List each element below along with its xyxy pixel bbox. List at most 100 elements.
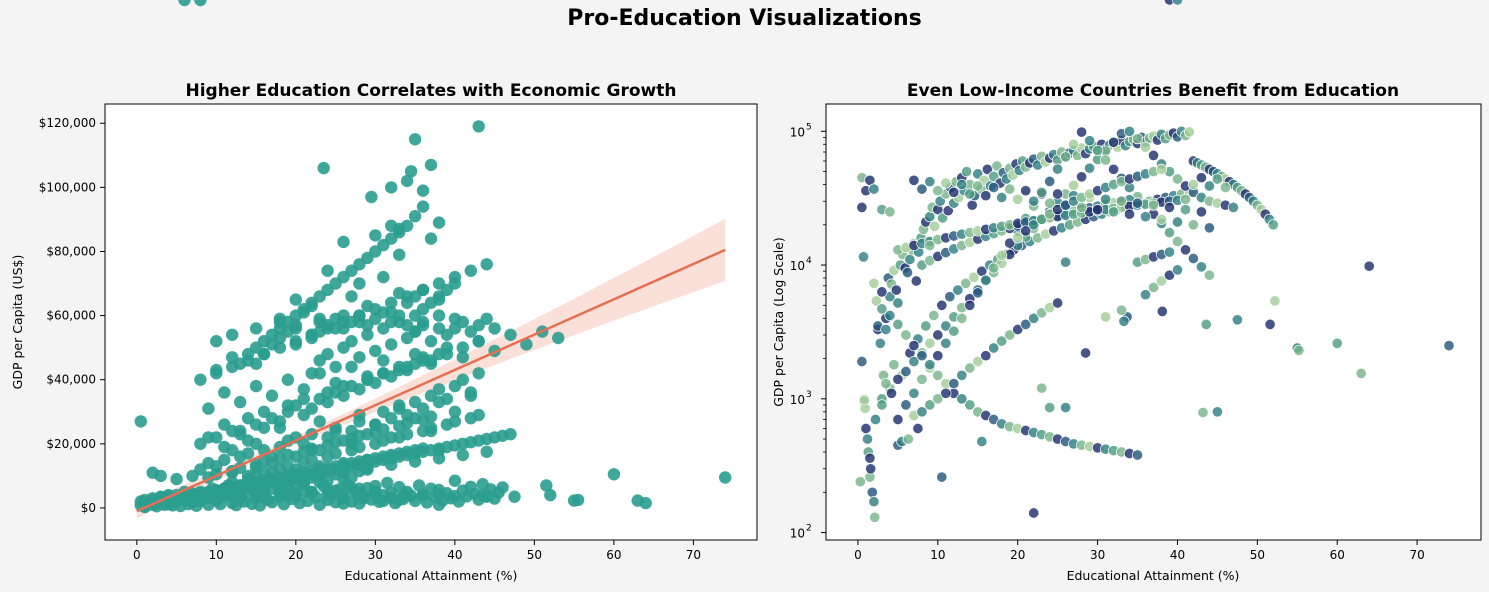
scatter-point	[361, 299, 374, 313]
scatter-point	[377, 354, 390, 367]
scatter-point	[353, 440, 366, 454]
scatter-point	[317, 161, 330, 175]
scatter-point	[476, 488, 489, 502]
scatter-point	[400, 428, 414, 441]
scatter-point	[448, 405, 462, 418]
scatter-point	[932, 350, 944, 362]
scatter-point	[924, 239, 936, 252]
scatter-point	[860, 422, 872, 435]
scatter-point	[1355, 367, 1367, 379]
scatter-point	[972, 355, 984, 368]
left-x-tick-label: 70	[686, 548, 701, 562]
scatter-point	[929, 220, 941, 232]
scatter-point	[480, 312, 493, 325]
scatter-point	[1012, 232, 1024, 244]
scatter-point	[321, 474, 334, 487]
scatter-point	[544, 488, 557, 502]
scatter-point	[1139, 141, 1152, 153]
scatter-point	[440, 341, 454, 354]
scatter-point	[932, 185, 944, 197]
scatter-point	[202, 402, 215, 415]
scatter-point	[281, 399, 295, 412]
scatter-point	[952, 284, 964, 296]
scatter-point	[404, 165, 418, 178]
scatter-point	[940, 177, 952, 189]
scatter-point	[416, 442, 430, 455]
scatter-point	[924, 399, 936, 411]
scatter-point	[976, 435, 988, 448]
scatter-point	[297, 392, 310, 406]
scatter-point	[162, 496, 175, 510]
scatter-point	[1155, 163, 1168, 175]
scatter-point	[1147, 149, 1160, 161]
left-x-tick-label: 20	[288, 548, 303, 562]
left-y-tick-label: $60,000	[46, 309, 96, 323]
right-y-tick-label: 10	[790, 393, 805, 407]
scatter-point	[464, 389, 477, 402]
right-x-tick-label: 30	[1090, 548, 1105, 562]
scatter-point	[964, 299, 976, 311]
scatter-point	[880, 378, 892, 390]
scatter-point	[916, 183, 928, 195]
right-x-axis-label: Educational Attainment (%)	[1067, 568, 1240, 583]
scatter-point	[210, 431, 223, 444]
scatter-point	[353, 383, 366, 396]
scatter-point	[154, 469, 167, 483]
right-scatter-points	[854, 0, 1455, 523]
scatter-point	[432, 487, 446, 500]
scatter-point	[1028, 507, 1040, 519]
left-x-tick-label: 50	[527, 548, 542, 562]
scatter-point	[1139, 289, 1152, 301]
scatter-point	[1123, 125, 1136, 137]
scatter-point	[234, 424, 247, 438]
scatter-point	[249, 437, 263, 450]
scatter-point	[488, 322, 501, 335]
scatter-point	[1036, 382, 1048, 394]
scatter-point	[281, 448, 295, 462]
scatter-point	[1147, 281, 1160, 294]
scatter-point	[1060, 256, 1072, 268]
scatter-point	[210, 363, 223, 377]
scatter-point	[218, 418, 231, 431]
scatter-point	[960, 277, 972, 289]
scatter-point	[337, 235, 350, 249]
scatter-point	[964, 399, 976, 411]
scatter-point	[241, 447, 255, 460]
scatter-point	[337, 497, 350, 510]
scatter-point	[1163, 201, 1176, 213]
scatter-point	[496, 481, 509, 494]
scatter-point	[865, 463, 877, 475]
scatter-point	[1108, 136, 1120, 148]
right-y-tick-exponent: 2	[806, 524, 812, 534]
scatter-point	[719, 471, 732, 484]
scatter-point	[1004, 329, 1016, 341]
scatter-point	[329, 436, 342, 449]
scatter-point	[1267, 219, 1279, 231]
scatter-point	[874, 337, 886, 349]
scatter-point	[357, 492, 370, 505]
scatter-point	[416, 200, 430, 213]
scatter-point	[424, 158, 438, 172]
scatter-point	[1231, 314, 1243, 326]
scatter-point	[1179, 244, 1192, 256]
right-x-tick-label: 10	[930, 548, 945, 562]
scatter-point	[1163, 0, 1176, 6]
scatter-point	[1171, 235, 1184, 248]
scatter-point	[988, 181, 1000, 194]
scatter-point	[249, 379, 263, 393]
scatter-point	[257, 466, 271, 479]
scatter-point	[1179, 204, 1192, 216]
scatter-point	[369, 344, 382, 358]
scatter-point	[1108, 206, 1120, 218]
scatter-point	[1115, 304, 1128, 316]
scatter-point	[901, 266, 914, 279]
left-scatter-points	[134, 0, 732, 514]
scatter-point	[432, 293, 446, 306]
scatter-point	[257, 347, 271, 361]
right-y-tick-label: 10	[790, 259, 805, 273]
scatter-point	[1163, 227, 1176, 239]
right-x-ticks: 0 10 20 30 40 50 60 70	[854, 540, 1425, 562]
scatter-point	[884, 309, 896, 322]
scatter-point	[980, 274, 992, 286]
scatter-point	[353, 429, 366, 442]
